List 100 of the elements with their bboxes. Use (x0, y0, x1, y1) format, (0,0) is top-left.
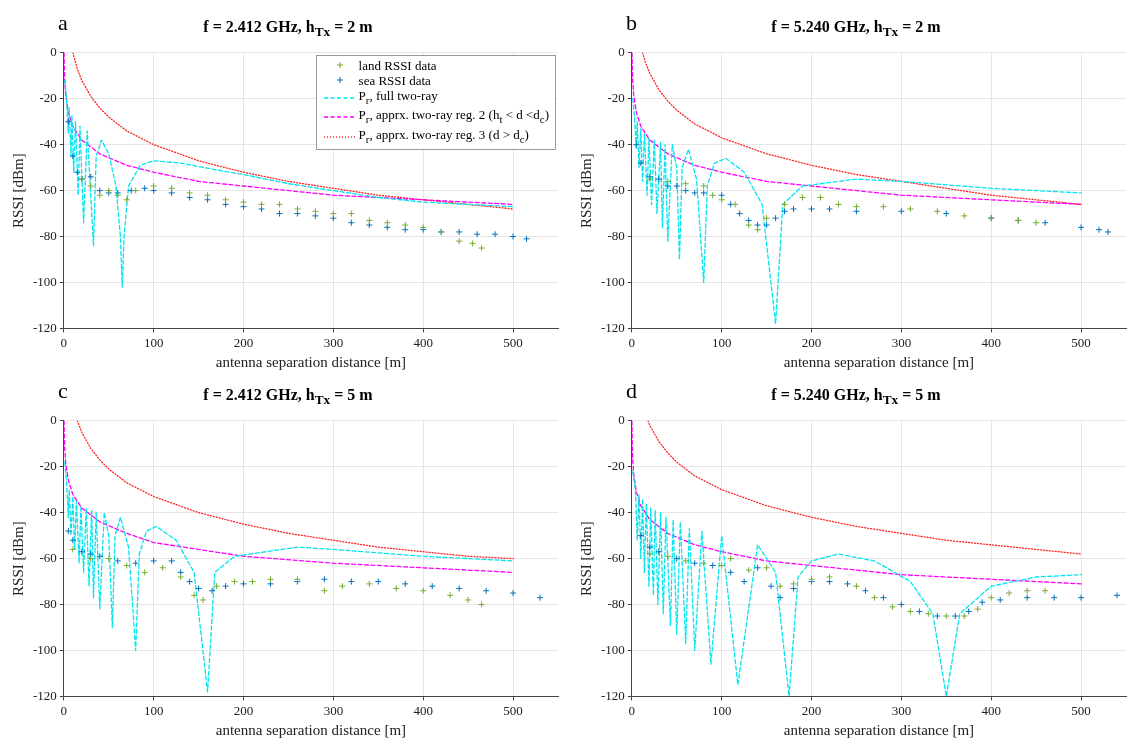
point (763, 221, 771, 229)
y-tick-label: -20 (607, 458, 625, 474)
point (745, 566, 753, 574)
point (347, 578, 355, 586)
x-tick-label: 300 (323, 334, 344, 350)
point (861, 587, 869, 595)
point (338, 582, 346, 590)
x-tick-label: 100 (143, 334, 164, 350)
point (266, 575, 274, 583)
point (159, 564, 167, 572)
point (240, 580, 248, 588)
y-tick-label: -40 (39, 136, 57, 152)
y-tick-label: -40 (607, 136, 625, 152)
x-tick-label: 500 (1071, 702, 1091, 718)
point (754, 564, 762, 572)
point (509, 589, 517, 597)
x-tick-label: 0 (628, 334, 636, 350)
point (664, 177, 672, 185)
text: d (626, 378, 637, 404)
point (123, 196, 131, 204)
y-tick-label: -40 (607, 504, 625, 520)
point (258, 200, 265, 208)
point (826, 573, 833, 581)
text: a (58, 10, 68, 36)
y-tick-label: 0 (50, 44, 57, 60)
x-tick-label: 200 (233, 334, 254, 350)
x-axis-title: antenna separation distance [m] (783, 353, 975, 370)
point (509, 233, 517, 241)
point (365, 221, 373, 229)
point (965, 607, 973, 615)
point (673, 182, 681, 190)
point (455, 584, 463, 592)
point (231, 578, 239, 586)
point (906, 205, 914, 213)
point (915, 607, 923, 615)
point (763, 214, 771, 222)
point (960, 612, 968, 620)
point (69, 152, 77, 160)
point (646, 550, 654, 558)
point (374, 578, 382, 586)
point (464, 596, 472, 604)
point (177, 573, 185, 581)
point (754, 226, 762, 234)
point (536, 594, 544, 602)
point (347, 219, 355, 227)
y-tick-label: -20 (39, 90, 57, 106)
point (781, 200, 789, 208)
x-tick-label: 300 (891, 334, 912, 350)
y-tick-label: -120 (600, 319, 625, 335)
x-tick-label: 200 (801, 702, 822, 718)
chart-title: f = 5.240 GHz, h$_{Tx}$ = 5 m (771, 386, 941, 408)
y-tick-label: -60 (39, 182, 57, 198)
point (888, 603, 896, 611)
x-tick-label: 100 (711, 702, 732, 718)
point (311, 207, 319, 215)
point (523, 235, 531, 243)
point (168, 189, 176, 197)
x-tick-label: 400 (413, 334, 433, 350)
point (1041, 587, 1049, 595)
point (222, 582, 230, 590)
point (727, 568, 735, 576)
point (87, 550, 95, 558)
point (482, 587, 490, 595)
legend-label: P$_{r}$, apprx. two-ray reg. 3 (d > d$_{c}$) (358, 126, 529, 147)
point (870, 594, 878, 602)
x-axis-title: antenna separation distance [m] (215, 721, 407, 738)
point (691, 559, 699, 567)
point (906, 607, 914, 615)
point (700, 559, 708, 567)
y-tick-label: -120 (32, 319, 57, 335)
y-tick-label: -100 (32, 273, 57, 289)
point (213, 582, 221, 590)
x-tick-label: 100 (143, 702, 164, 718)
y-tick-label: -80 (39, 595, 57, 611)
point (727, 555, 735, 563)
x-tick-label: 0 (60, 702, 68, 718)
point (682, 180, 690, 188)
point (293, 205, 301, 213)
point (275, 200, 283, 208)
point (478, 601, 486, 609)
point (1077, 223, 1085, 231)
point (776, 594, 784, 602)
y-tick-label: -20 (607, 90, 625, 106)
point (195, 584, 203, 592)
point (190, 591, 198, 599)
y-tick-label: -120 (32, 687, 57, 703)
point (491, 230, 499, 238)
line-series (64, 461, 514, 693)
y-tick-label: -100 (600, 641, 625, 657)
text: b (626, 10, 637, 36)
chart-title: f = 2.412 GHz, h$_{Tx}$ = 2 m (203, 18, 373, 40)
point (473, 230, 481, 238)
y-tick-label: -80 (607, 595, 625, 611)
x-tick-label: 0 (628, 702, 636, 718)
point (736, 210, 744, 218)
legend-label: P$_{r}$, full two-ray (358, 87, 438, 108)
point (790, 205, 798, 213)
chart-title: f = 5.240 GHz, h$_{Tx}$ = 2 m (771, 18, 941, 40)
y-tick-label: -60 (607, 550, 625, 566)
point (1077, 594, 1085, 602)
